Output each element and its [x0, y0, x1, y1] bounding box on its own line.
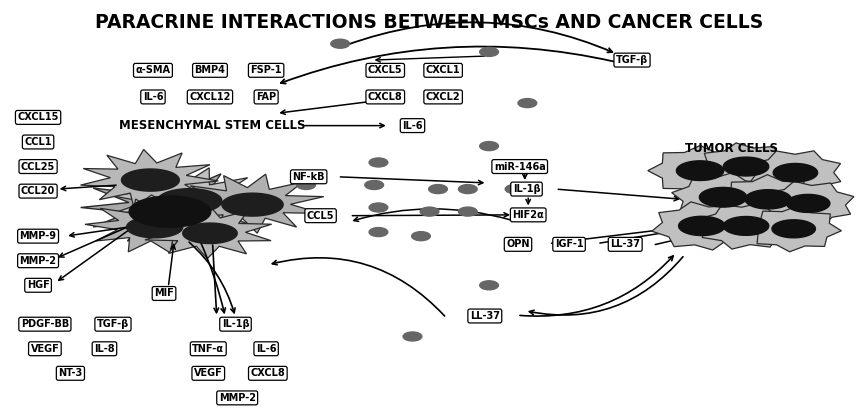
Polygon shape: [652, 202, 752, 250]
Polygon shape: [746, 206, 842, 252]
Text: LL-37: LL-37: [470, 311, 500, 321]
Text: IL-6: IL-6: [143, 92, 163, 102]
Circle shape: [365, 181, 384, 190]
Circle shape: [411, 232, 430, 241]
Polygon shape: [121, 169, 180, 191]
Polygon shape: [107, 168, 267, 232]
Text: IL-8: IL-8: [94, 344, 115, 354]
Text: TNF-α: TNF-α: [192, 344, 224, 354]
Polygon shape: [648, 146, 752, 196]
Text: MMP-9: MMP-9: [20, 231, 57, 241]
Circle shape: [420, 207, 439, 216]
Text: TUMOR CELLS: TUMOR CELLS: [685, 142, 778, 155]
Text: LL-37: LL-37: [610, 239, 640, 249]
Polygon shape: [81, 168, 268, 247]
Text: MMP-2: MMP-2: [20, 256, 57, 266]
Text: FAP: FAP: [256, 92, 277, 102]
Text: VEGF: VEGF: [194, 369, 222, 378]
Text: VEGF: VEGF: [31, 344, 59, 354]
Text: PARACRINE INTERACTIONS BETWEEN MSCs AND CANCER CELLS: PARACRINE INTERACTIONS BETWEEN MSCs AND …: [95, 13, 764, 32]
Text: IL-6: IL-6: [402, 121, 423, 131]
Polygon shape: [723, 157, 769, 176]
Polygon shape: [145, 205, 271, 259]
Text: MESENCHYMAL STEM CELLS: MESENCHYMAL STEM CELLS: [119, 119, 306, 132]
Polygon shape: [750, 151, 841, 195]
Polygon shape: [157, 189, 222, 213]
Polygon shape: [222, 193, 283, 216]
Polygon shape: [773, 164, 818, 182]
Text: α-SMA: α-SMA: [136, 65, 170, 76]
Text: IGF-1: IGF-1: [555, 239, 583, 249]
Text: CCL20: CCL20: [21, 186, 55, 196]
Text: CCL1: CCL1: [24, 137, 52, 147]
Circle shape: [429, 185, 448, 193]
Circle shape: [505, 185, 524, 193]
Circle shape: [479, 281, 498, 290]
Text: miR-146a: miR-146a: [494, 161, 545, 171]
Text: CXCL1: CXCL1: [426, 65, 460, 76]
Text: MIF: MIF: [154, 288, 174, 298]
Text: CXCL8: CXCL8: [368, 92, 403, 102]
Polygon shape: [129, 196, 210, 227]
Text: PDGF-BB: PDGF-BB: [21, 319, 69, 329]
Text: HIF2α: HIF2α: [512, 210, 544, 220]
Circle shape: [369, 203, 387, 212]
Circle shape: [369, 227, 387, 237]
Polygon shape: [679, 216, 725, 236]
Circle shape: [296, 181, 315, 190]
Text: FSP-1: FSP-1: [250, 65, 282, 76]
Polygon shape: [183, 223, 237, 244]
Text: TGF-β: TGF-β: [616, 55, 649, 65]
Text: CXCL2: CXCL2: [426, 92, 460, 102]
Polygon shape: [717, 175, 819, 224]
Polygon shape: [672, 173, 775, 222]
Polygon shape: [723, 217, 769, 235]
Polygon shape: [85, 199, 221, 253]
Polygon shape: [126, 217, 183, 238]
Circle shape: [479, 47, 498, 56]
Text: CXCL5: CXCL5: [368, 65, 403, 76]
Polygon shape: [698, 203, 794, 249]
Polygon shape: [745, 190, 791, 209]
Circle shape: [518, 99, 537, 107]
Text: CXCL15: CXCL15: [17, 112, 58, 122]
Text: HGF: HGF: [27, 280, 50, 290]
Text: CXCL8: CXCL8: [251, 369, 285, 378]
Polygon shape: [763, 181, 854, 225]
Polygon shape: [676, 161, 724, 181]
Polygon shape: [176, 174, 324, 233]
Polygon shape: [772, 220, 815, 238]
Text: TGF-β: TGF-β: [97, 319, 129, 329]
Text: CCL5: CCL5: [307, 211, 334, 221]
Circle shape: [403, 332, 422, 341]
Text: OPN: OPN: [506, 239, 530, 249]
Text: BMP4: BMP4: [194, 65, 225, 76]
Text: NT-3: NT-3: [58, 369, 82, 378]
Text: MMP-2: MMP-2: [219, 393, 256, 403]
Polygon shape: [81, 149, 218, 208]
Text: IL-1β: IL-1β: [222, 319, 249, 329]
Text: IL-1β: IL-1β: [513, 184, 540, 194]
Circle shape: [331, 39, 350, 48]
Text: CXCL12: CXCL12: [189, 92, 231, 102]
Circle shape: [459, 207, 477, 216]
Polygon shape: [697, 143, 795, 190]
Text: CCL25: CCL25: [21, 161, 55, 171]
Polygon shape: [787, 194, 830, 212]
Text: NF-kB: NF-kB: [292, 172, 325, 182]
Text: IL-6: IL-6: [256, 344, 277, 354]
Polygon shape: [699, 188, 746, 207]
Circle shape: [369, 158, 387, 167]
Circle shape: [479, 142, 498, 151]
Circle shape: [459, 185, 477, 193]
